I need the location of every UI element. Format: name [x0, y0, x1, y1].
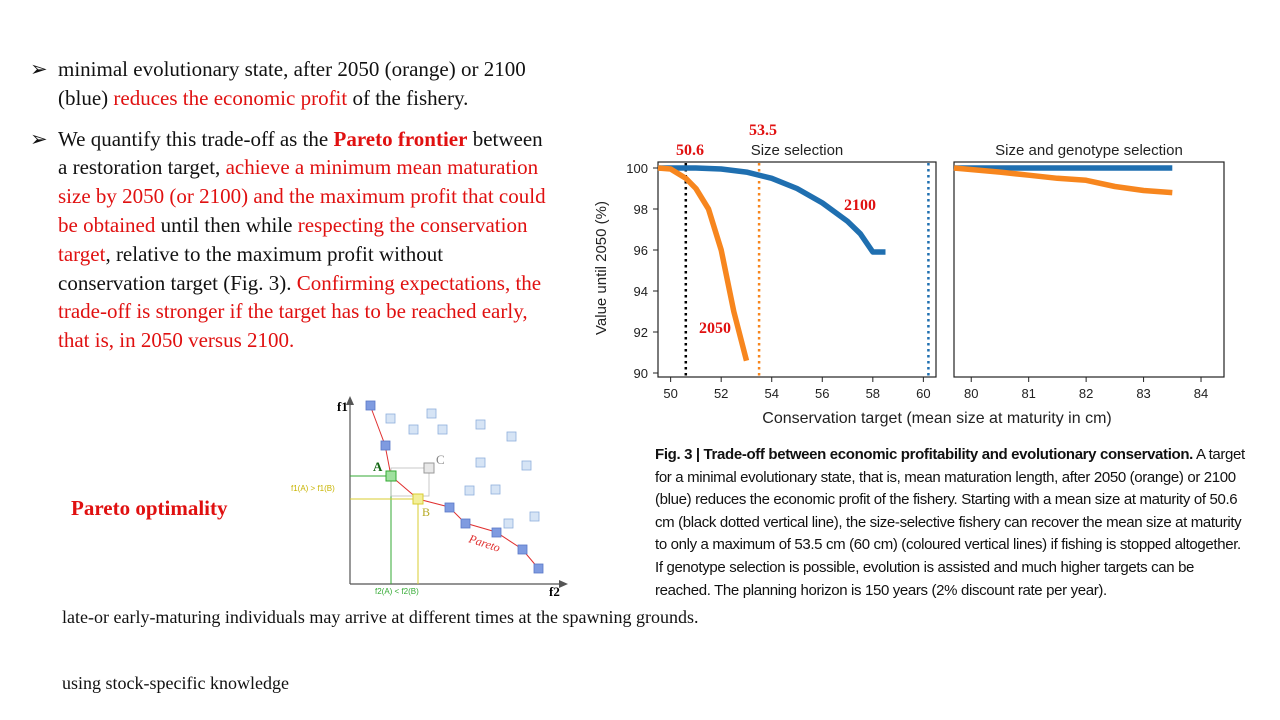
x-tick-label: 83 — [1136, 386, 1150, 401]
text-segment: between a restoration target, — [58, 126, 543, 180]
text-segment: Confirming expectations, the trade-off i… — [58, 270, 542, 353]
caption-bold: Fig. 3 | Trade-off between economic prof… — [655, 446, 1193, 463]
text-segment: We quantify this trade-off as the — [58, 126, 334, 151]
x-tick-label: 56 — [815, 386, 829, 401]
x-tick-label: 54 — [764, 386, 778, 401]
point-a-label: A — [373, 459, 383, 474]
point-b-square — [412, 493, 424, 505]
text-segment: minimal evolutionary state, after 2050 (… — [58, 57, 526, 110]
label-2100: 2100 — [844, 197, 876, 214]
y-tick-label: 96 — [634, 243, 648, 258]
point-square — [444, 502, 455, 513]
point-square — [385, 413, 396, 424]
bullet-item: ➢ minimal evolutionary state, after 2050… — [30, 55, 550, 113]
point-c-square — [423, 462, 435, 474]
y-tick-label: 100 — [626, 161, 648, 176]
point-square — [533, 563, 544, 574]
chart-title-size-selection: Size selection — [751, 142, 844, 159]
x-tick-label: 60 — [916, 386, 930, 401]
x-axis-arrow-icon — [559, 580, 568, 588]
text-segment: until then while — [155, 212, 298, 237]
y-axis-arrow-icon — [346, 396, 354, 405]
note-stock-knowledge: using stock-specific knowledge — [62, 673, 289, 693]
note-arrival-times: late-or early-maturing individuals may a… — [62, 607, 699, 627]
y-tick-label: 98 — [634, 202, 648, 217]
text-segment: of the fishery. — [347, 85, 469, 110]
x-tick-label: 82 — [1079, 386, 1093, 401]
point-b-label: B — [422, 505, 430, 519]
pareto-optimality-title: Pareto optimality — [71, 496, 228, 520]
f2-inequality-label: f2(A) < f2(B) — [375, 587, 419, 596]
arrow-bullet-icon: ➢ — [30, 126, 48, 151]
axis-x-label: f2 — [549, 584, 560, 599]
text-segment: Pareto frontier — [333, 126, 468, 151]
x-tick-label: 52 — [714, 386, 728, 401]
point-c-label: C — [436, 452, 445, 467]
point-square — [506, 431, 517, 442]
label-53-5: 53.5 — [749, 122, 777, 139]
point-square — [503, 518, 514, 529]
f1-inequality-label: f1(A) > f1(B) — [291, 484, 335, 493]
label-2050: 2050 — [699, 320, 731, 337]
x-tick-label: 58 — [866, 386, 880, 401]
point-a-square — [385, 470, 397, 482]
point-square — [426, 408, 437, 419]
dominated-points — [385, 408, 540, 529]
y-tick-label: 90 — [634, 366, 648, 381]
point-square — [365, 400, 376, 411]
figure-chart: Size selection Size and genotype selecti… — [593, 122, 1225, 427]
series-line-2100 — [658, 165, 886, 255]
x-tick-label: 50 — [663, 386, 677, 401]
panel-frame — [657, 161, 937, 378]
pareto-points — [365, 400, 544, 574]
chart-y-axis-label: Value until 2050 (%) — [593, 201, 610, 335]
point-square — [475, 419, 486, 430]
point-square — [521, 460, 532, 471]
bullet-item: ➢ We quantify this trade-off as the Pare… — [30, 125, 550, 355]
text-segment: achieve a minimum mean maturation size b… — [58, 155, 546, 237]
point-square — [517, 544, 528, 555]
text-segment: reduces the economic profit — [113, 85, 348, 110]
series-line-2050 — [657, 165, 750, 362]
y-tick-label: 92 — [634, 325, 648, 340]
point-square — [491, 527, 502, 538]
dominance-box — [390, 467, 430, 497]
figure-caption: Fig. 3 | Trade-off between economic prof… — [655, 444, 1245, 602]
chart-x-axis-label: Conservation target (mean size at maturi… — [762, 410, 1111, 427]
label-50-6: 50.6 — [676, 142, 704, 159]
pareto-front-line — [369, 404, 539, 569]
text-segment: respecting the conservation target — [58, 212, 528, 266]
point-square — [529, 511, 540, 522]
x-tick-label: 80 — [964, 386, 978, 401]
bullet-list: ➢ minimal evolutionary state, after 2050… — [30, 55, 550, 367]
arrow-bullet-icon: ➢ — [30, 57, 48, 81]
point-square — [380, 440, 391, 451]
text-segment: , relative to the maximum profit without… — [58, 241, 444, 295]
caption-text: A target for a minimal evolutionary stat… — [655, 446, 1245, 599]
pareto-diagram: f1 f2 A B C f1(A) > f1(B) — [291, 396, 568, 599]
series-line-2050 — [953, 165, 1173, 196]
point-square — [460, 518, 471, 529]
point-square — [408, 424, 419, 435]
y-tick-label: 94 — [634, 284, 648, 299]
x-tick-label: 81 — [1021, 386, 1035, 401]
axis-y-label: f1 — [337, 399, 348, 414]
point-square — [475, 457, 486, 468]
chart-title-genotype-selection: Size and genotype selection — [995, 142, 1183, 159]
point-square — [464, 485, 475, 496]
x-tick-label: 84 — [1194, 386, 1208, 401]
panel-frame — [953, 161, 1225, 378]
point-square — [490, 484, 501, 495]
point-square — [437, 424, 448, 435]
